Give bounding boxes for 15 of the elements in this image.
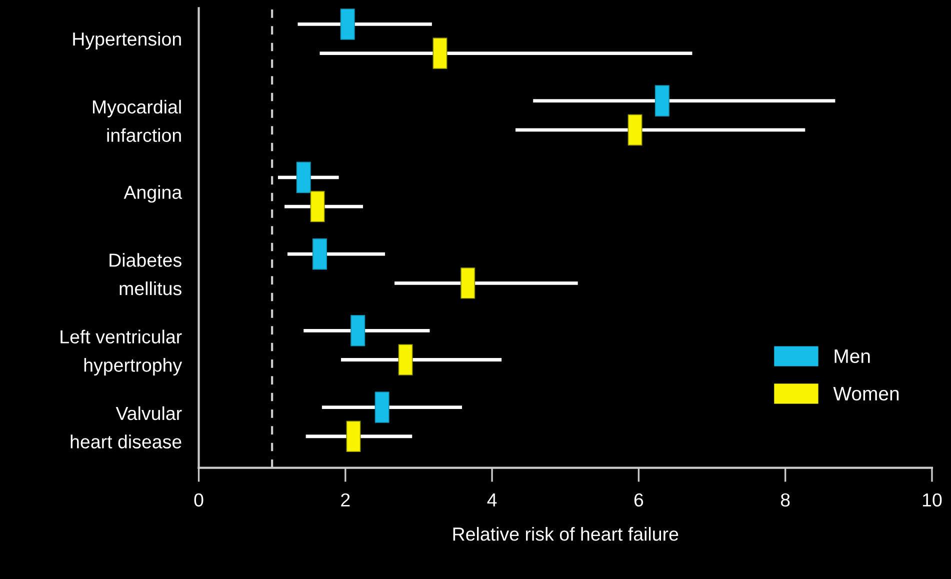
x-tick-label: 10 (922, 493, 942, 507)
y-tick-label: Valvular heart disease (70, 406, 182, 448)
legend-label: Women (833, 386, 899, 401)
x-axis-title: Relative risk of heart failure (453, 526, 678, 541)
x-tick-label: 4 (487, 494, 497, 506)
legend-label: Men (834, 349, 870, 364)
x-tick-label: 0 (194, 493, 204, 507)
x-tick-label: 6 (634, 493, 644, 507)
x-tick-label: 2 (341, 493, 350, 506)
y-tick-label: Diabetes mellitus (110, 253, 182, 296)
x-tick-label: 8 (780, 493, 790, 507)
y-tick-label: Hypertension (73, 32, 181, 50)
y-tick-label: Left ventricular hypertrophy (60, 330, 182, 376)
y-tick-label: Myocardial infarction (92, 100, 181, 142)
y-tick-label: Angina (124, 185, 182, 203)
